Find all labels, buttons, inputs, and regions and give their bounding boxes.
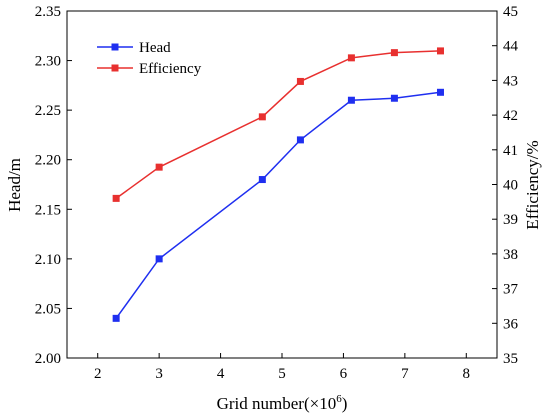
y-left-tick-label: 2.10 [35, 252, 61, 268]
x-axis-label-main: Grid number(×10 [217, 394, 337, 413]
legend-item-efficiency: Efficiency [97, 61, 202, 77]
efficiency-point [258, 113, 266, 121]
head-point [296, 136, 304, 144]
legend-marker-efficiency [111, 64, 119, 72]
x-tick-label: 4 [217, 366, 225, 382]
plot-area-border [66, 10, 498, 359]
y-right-tick-label: 44 [503, 39, 519, 55]
head-point [390, 94, 398, 102]
y-axis-right: 35 36 37 38 39 40 41 42 43 44 45 [492, 4, 519, 367]
legend-marker-head [111, 43, 119, 51]
y-left-tick-label: 2.25 [35, 103, 61, 119]
y-left-tick-label: 2.30 [35, 54, 61, 70]
legend-label-head: Head [139, 40, 171, 56]
head-point [155, 255, 163, 263]
head-series-line [115, 91, 441, 319]
x-tick-label: 6 [340, 366, 348, 382]
efficiency-point [296, 77, 304, 85]
head-point [258, 176, 266, 184]
y-right-tick-label: 42 [503, 108, 518, 124]
series-layer [112, 47, 444, 322]
x-axis-label-close: ) [342, 394, 348, 413]
y-left-tick-label: 2.15 [35, 202, 61, 218]
x-axis-label: Grid number(×106) [217, 393, 348, 413]
y-right-tick-label: 43 [503, 73, 518, 89]
plot-frame [66, 10, 498, 359]
head-point [347, 96, 355, 104]
y-left-tick-label: 2.00 [35, 351, 61, 367]
legend-item-head: Head [97, 40, 171, 56]
y-right-tick-label: 41 [503, 143, 518, 159]
y-right-tick-label: 40 [503, 178, 518, 194]
y-right-tick-label: 36 [503, 316, 519, 332]
head-point [436, 88, 444, 96]
y-right-tick-label: 37 [503, 282, 519, 298]
y-axis-left: 2.00 2.05 2.10 2.15 2.20 2.25 2.30 2.35 [35, 4, 72, 367]
x-tick-label: 7 [401, 366, 409, 382]
efficiency-point [436, 47, 444, 55]
efficiency-point [347, 54, 355, 62]
y-axis-left-label: Head/m [5, 158, 24, 212]
efficiency-point [390, 49, 398, 57]
y-right-tick-label: 45 [503, 4, 518, 20]
y-left-tick-label: 2.20 [35, 153, 61, 169]
x-tick-label: 8 [463, 366, 471, 382]
legend: Head Efficiency [97, 40, 202, 77]
y-right-tick-label: 39 [503, 212, 518, 228]
y-left-tick-label: 2.05 [35, 301, 61, 317]
y-right-tick-label: 38 [503, 247, 518, 263]
x-axis: 2 3 4 5 6 7 8 [94, 353, 470, 382]
y-axis-right-label: Efficiency/% [523, 140, 542, 229]
x-tick-label: 3 [155, 366, 163, 382]
x-tick-label: 5 [278, 366, 286, 382]
efficiency-point [155, 163, 163, 171]
y-left-tick-label: 2.35 [35, 4, 61, 20]
legend-label-efficiency: Efficiency [139, 61, 202, 77]
x-axis-label-superscript: 6 [336, 393, 342, 405]
efficiency-point [112, 194, 120, 202]
x-tick-label: 2 [94, 366, 102, 382]
head-point [112, 314, 120, 322]
y-right-tick-label: 35 [503, 351, 518, 367]
